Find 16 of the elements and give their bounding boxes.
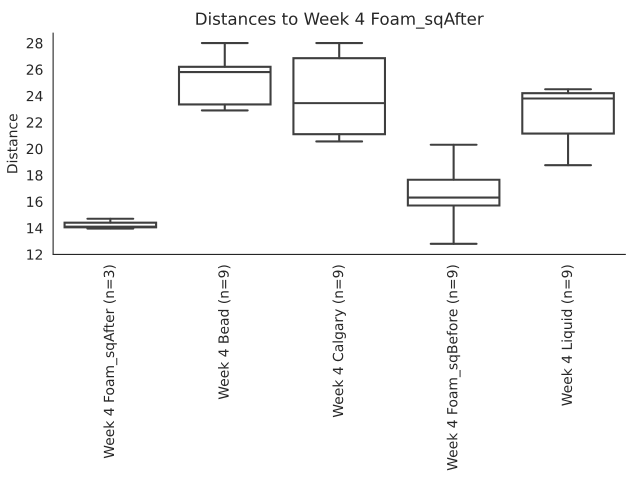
- y-tick-label: 14: [27, 223, 43, 234]
- y-tick-label: 18: [27, 170, 42, 181]
- x-tick-label: Week 4 Foam_sqAfter (n=3): [103, 265, 118, 458]
- x-tick-label: Week 4 Bead (n=9): [218, 265, 230, 400]
- y-tick-label: 28: [26, 38, 42, 48]
- y-tick-label: 22: [26, 117, 42, 128]
- y-tick-label: 12: [27, 249, 42, 260]
- y-tick-label: 24: [26, 90, 43, 102]
- y-tick-label: 20: [26, 144, 42, 154]
- y-axis-title: Distance: [6, 114, 18, 173]
- y-tick-label: 16: [27, 196, 43, 208]
- x-tick-label: Week 4 Calgary (n=9): [332, 265, 346, 418]
- chart-title: Distances to Week 4 Foam_sqAfter: [196, 12, 484, 29]
- x-tick-label: Week 4 Liquid (n=9): [561, 265, 575, 406]
- x-tick-label: Week 4 Foam_sqBefore (n=9): [446, 265, 461, 470]
- y-tick-label: 26: [26, 64, 43, 75]
